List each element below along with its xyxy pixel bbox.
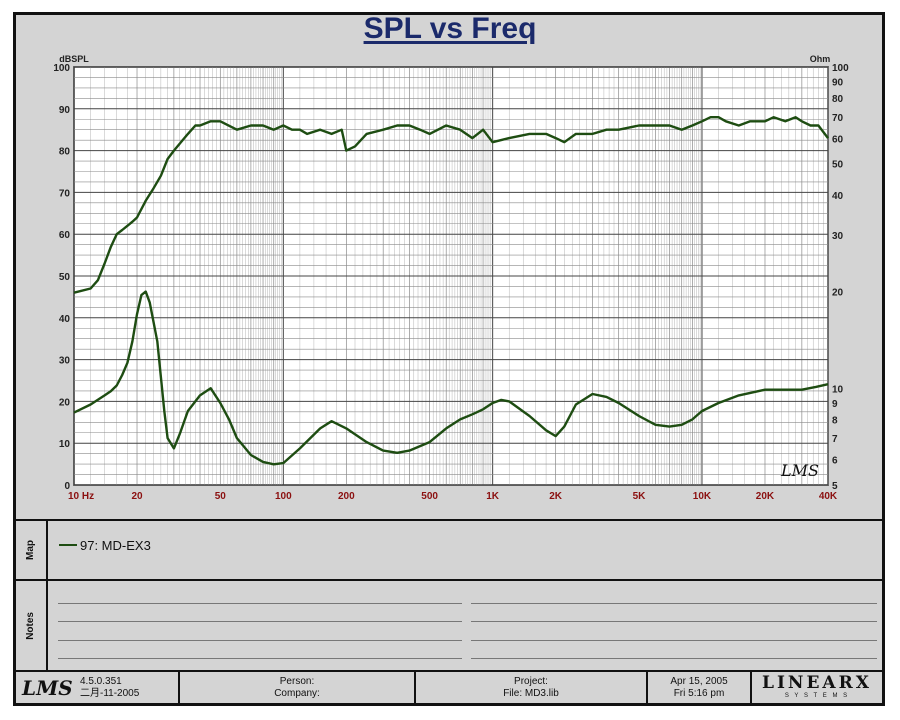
left-tick-label: 80 bbox=[59, 147, 71, 158]
left-tick-label: 10 bbox=[59, 439, 71, 450]
date-cell: Apr 15, 2005 Fri 5:16 pm bbox=[646, 672, 750, 705]
x-tick-label: 200 bbox=[338, 491, 355, 502]
note-line bbox=[471, 621, 877, 622]
right-tick-label: 90 bbox=[832, 78, 844, 89]
date-line: Apr 15, 2005 bbox=[670, 676, 728, 687]
right-tick-label: 40 bbox=[832, 191, 844, 202]
footer: LMS 4.5.0.351 二月-11-2005 Person: Company… bbox=[16, 670, 882, 705]
right-axis-unit: Ohm bbox=[810, 54, 831, 64]
brand-cell: LINEARX S Y S T E M S bbox=[750, 672, 882, 705]
x-tick-label: 20K bbox=[756, 491, 775, 502]
left-tick-label: 40 bbox=[59, 314, 71, 325]
right-tick-label: 60 bbox=[832, 134, 844, 145]
note-line bbox=[58, 603, 462, 604]
linearx-logo: LINEARX bbox=[762, 673, 872, 693]
right-tick-label: 7 bbox=[832, 434, 838, 445]
right-tick-labels: 5 6 7 8 9 10 20 30 40 50 60 70 80 90 100 bbox=[832, 63, 849, 492]
right-tick-label: 50 bbox=[832, 160, 844, 171]
x-tick-label: 10K bbox=[693, 491, 712, 502]
left-tick-label: 70 bbox=[59, 188, 71, 199]
impedance-curve bbox=[73, 290, 829, 466]
right-tick-label: 6 bbox=[832, 456, 838, 467]
right-tick-label: 20 bbox=[832, 288, 844, 299]
right-tick-label: 8 bbox=[832, 415, 838, 426]
left-tick-label: 30 bbox=[59, 356, 71, 367]
note-line bbox=[471, 640, 877, 641]
x-tick-label: 500 bbox=[421, 491, 438, 502]
right-tick-label: 10 bbox=[832, 384, 844, 395]
grid bbox=[73, 66, 829, 486]
file-label: File: MD3.lib bbox=[503, 688, 559, 699]
person-cell: Person: Company: bbox=[178, 672, 414, 705]
notes-label: Notes bbox=[25, 612, 36, 640]
notes-divider bbox=[46, 581, 48, 670]
note-line bbox=[58, 658, 462, 659]
x-tick-label: 20 bbox=[131, 491, 143, 502]
left-tick-label: 0 bbox=[64, 481, 70, 492]
build-date: 二月-11-2005 bbox=[80, 688, 140, 699]
x-tick-label: 100 bbox=[275, 491, 292, 502]
x-tick-label: 2K bbox=[549, 491, 563, 502]
left-tick-label: 60 bbox=[59, 230, 71, 241]
brand-subtitle: S Y S T E M S bbox=[784, 693, 850, 699]
note-line bbox=[471, 658, 877, 659]
note-line bbox=[58, 640, 462, 641]
x-tick-label: 1K bbox=[486, 491, 500, 502]
x-tick-label: 50 bbox=[215, 491, 227, 502]
right-tick-label: 30 bbox=[832, 231, 844, 242]
series-group bbox=[73, 115, 829, 466]
note-line bbox=[58, 621, 462, 622]
spl-curve bbox=[73, 115, 829, 294]
legend-line-icon bbox=[59, 544, 77, 546]
project-cell: Project: File: MD3.lib bbox=[414, 672, 646, 705]
right-tick-label: 80 bbox=[832, 94, 844, 105]
project-label: Project: bbox=[514, 676, 548, 687]
lms-watermark: LMS bbox=[780, 461, 819, 480]
x-tick-labels: 10 Hz 20 50 100 200 500 1K 2K 5K 10K 20K 40K bbox=[68, 491, 838, 502]
left-tick-label: 50 bbox=[59, 272, 71, 283]
left-axis-unit: dBSPL bbox=[59, 54, 89, 64]
legend-entry[interactable]: 97: MD-EX3 bbox=[80, 538, 151, 553]
company-label: Company: bbox=[274, 688, 320, 699]
right-tick-label: 70 bbox=[832, 113, 844, 124]
x-tick-label: 10 Hz bbox=[68, 491, 94, 502]
chart-title: SPL vs Freq bbox=[363, 12, 537, 45]
spl-chart: 0 10 20 30 40 50 60 70 80 90 100 5 6 7 8 9 10 20 30 40 50 60… bbox=[53, 54, 849, 502]
time-line: Fri 5:16 pm bbox=[673, 688, 725, 699]
left-tick-label: 20 bbox=[59, 397, 71, 408]
note-line bbox=[471, 603, 877, 604]
map-divider bbox=[46, 521, 48, 579]
x-tick-label: 40K bbox=[819, 491, 838, 502]
left-tick-label: 100 bbox=[53, 63, 70, 74]
lms-logo: LMS bbox=[22, 676, 73, 700]
map-panel bbox=[16, 519, 882, 581]
left-tick-labels: 0 10 20 30 40 50 60 70 80 90 100 bbox=[53, 63, 70, 492]
right-tick-label: 100 bbox=[832, 63, 849, 74]
person-label: Person: bbox=[279, 676, 315, 687]
map-label: Map bbox=[25, 540, 36, 560]
right-tick-label: 5 bbox=[832, 481, 838, 492]
right-tick-label: 9 bbox=[832, 399, 838, 410]
version-text: 4.5.0.351 bbox=[80, 676, 122, 687]
notes-panel bbox=[16, 579, 882, 672]
x-tick-label: 5K bbox=[633, 491, 647, 502]
left-tick-label: 90 bbox=[59, 105, 71, 116]
